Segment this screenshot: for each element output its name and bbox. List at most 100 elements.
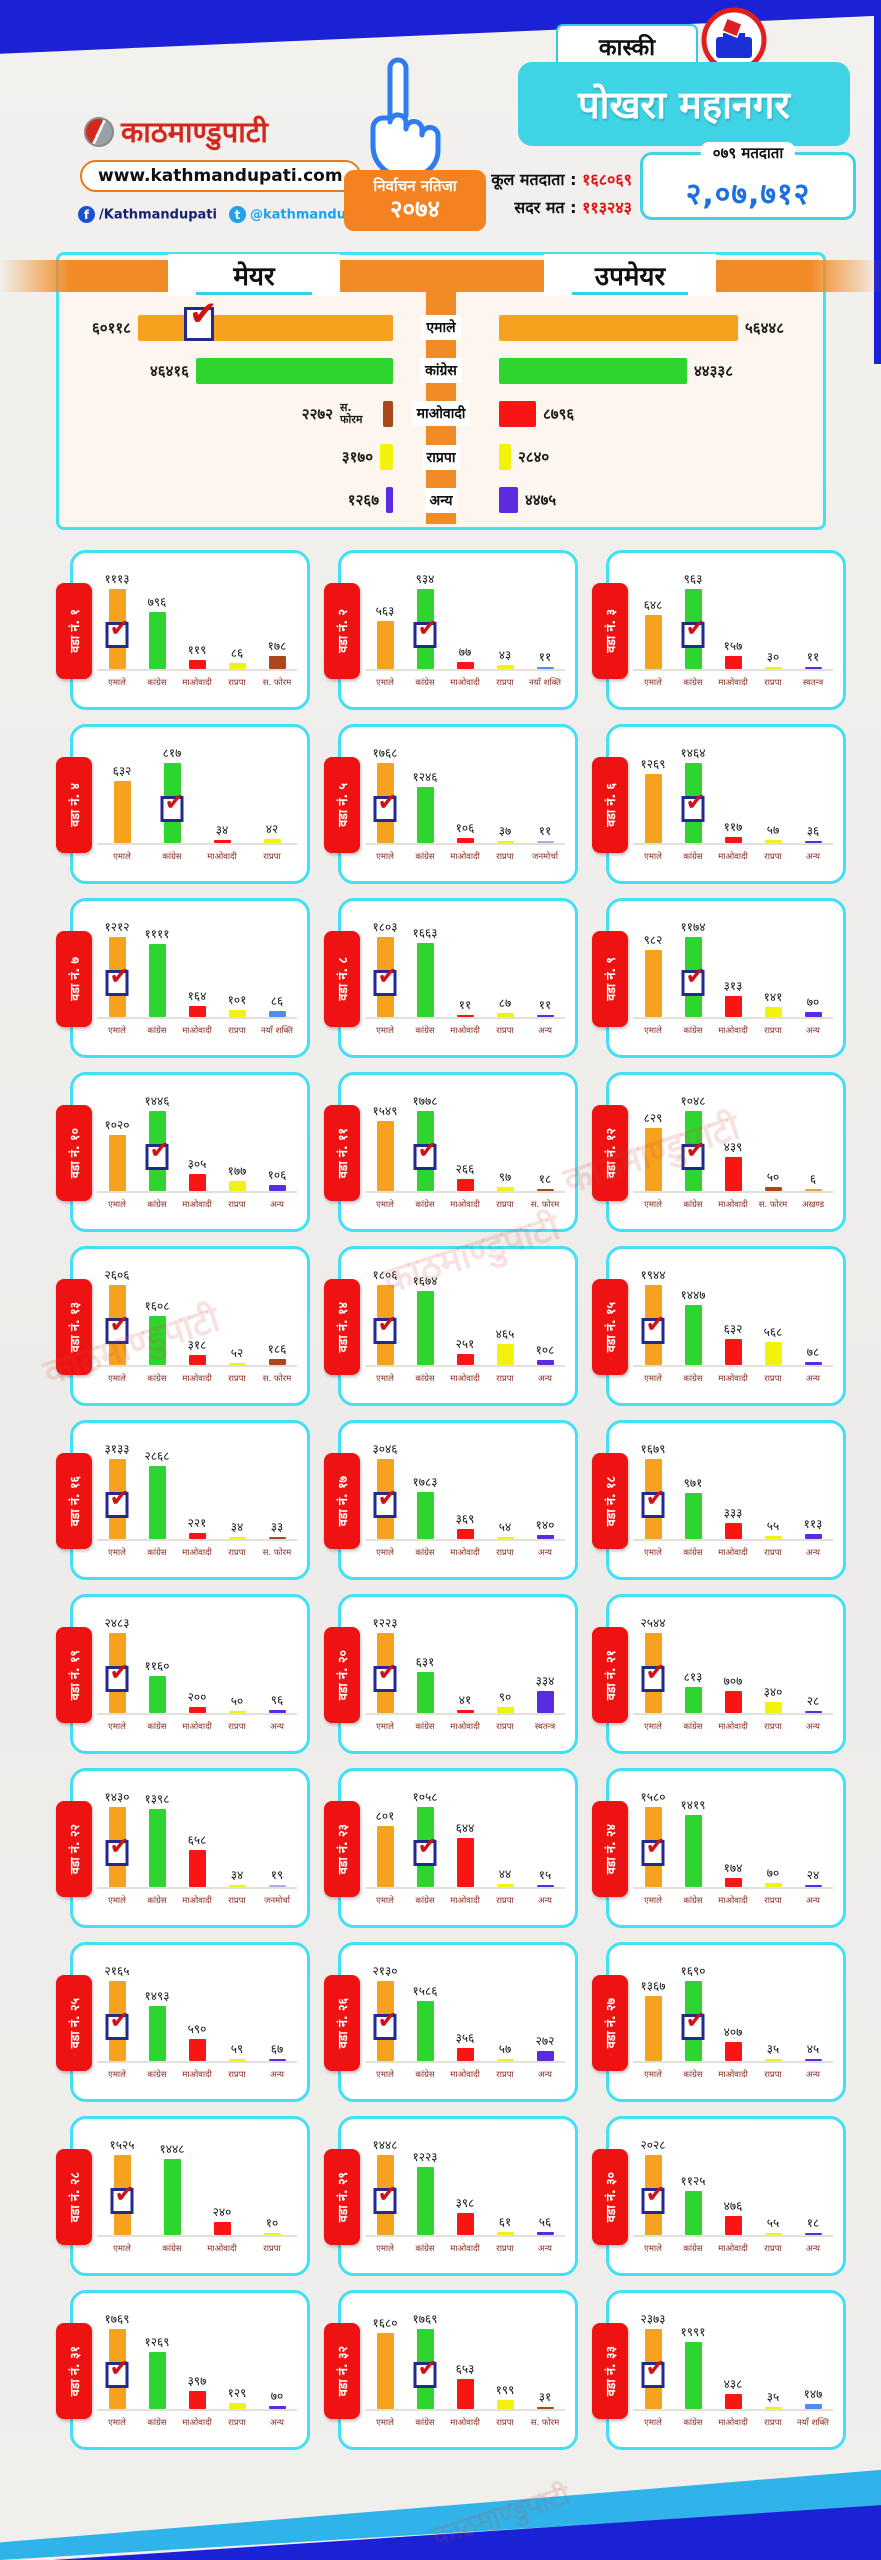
- ward-number-label: वडा नं. १: [66, 609, 82, 653]
- ward-card: वडा नं. २७ १३६७ १६९० ४०७ ३५: [592, 1942, 846, 2102]
- bar-group: ८१७: [147, 744, 197, 843]
- bar-value: ५५: [766, 2216, 780, 2230]
- ward-number-label: वडा नं. २७: [602, 1997, 618, 2049]
- bar-value: ३४०: [763, 1685, 783, 1699]
- ward-card: वडा नं. २२ १४३० १३९८ ६५८ ३४: [56, 1768, 310, 1928]
- party-bar: [724, 1157, 742, 1191]
- ward-number-tab: वडा नं. १०: [56, 1105, 92, 1201]
- ward-chart: ६४८ ९६३ १५७ ३० ११: [633, 561, 833, 701]
- ward-card: वडा नं. ५ १७६८ १२४६ १०६ ३७: [324, 724, 578, 884]
- ward-card: वडा नं. ७ १२१२ ११११ १६४ १०१: [56, 898, 310, 1058]
- bar-group: ७८: [793, 1343, 833, 1365]
- winner-check-icon: [160, 788, 185, 823]
- ward-party-names: एमाले कांग्रेस माओवादी राप्रपा अन्य: [365, 1541, 565, 1558]
- ward-bars: ३०४६ १७८३ ३६९ ५४ १४०: [365, 1431, 565, 1541]
- summary-chart: मेयर उपमेयर ६०११८ एमाले ५६४४८ ४६४१६ कांग…: [0, 252, 881, 530]
- party-bar: [373, 937, 398, 1017]
- party-label: राप्रपा: [764, 852, 782, 862]
- party-bar: [416, 1672, 434, 1713]
- bar-group: ७०: [793, 993, 833, 1017]
- bar-value: ५२: [230, 1346, 244, 1360]
- bar-value: १३६७: [640, 1979, 666, 1993]
- party-bar: [764, 1187, 782, 1191]
- mayor-value: २२७२: [301, 404, 333, 423]
- party-bar: [188, 1533, 206, 1539]
- party-bar: [764, 1342, 782, 1365]
- party-label: राप्रपा: [228, 1374, 246, 1384]
- ward-party-names: एमाले कांग्रेस माओवादी राप्रपा स. फोरम: [97, 1367, 297, 1384]
- party-bar: [536, 2232, 554, 2235]
- deputy-bar-cell: ५६४४८: [489, 314, 818, 341]
- party-label: कांग्रेस: [683, 2070, 703, 2080]
- ward-bars: १५८० १४१९ १७४ ७० २४: [633, 1779, 833, 1889]
- ward-chart: १८०३ १६६३ ११ ८७ ११: [365, 909, 565, 1049]
- party-bar: [105, 1459, 130, 1539]
- bar-group: ११: [525, 996, 565, 1017]
- mayor-bar: [138, 294, 393, 341]
- bar-group: १०२०: [97, 1116, 137, 1191]
- party-label: एमाले: [108, 1548, 126, 1558]
- party-bar: [496, 1537, 514, 1539]
- party-bar: [456, 2048, 474, 2061]
- party-bar: [644, 1996, 662, 2061]
- bar-value: १२६९: [640, 757, 666, 771]
- bar-group: २६६: [445, 1160, 485, 1191]
- bar-value: २६०६: [104, 1268, 130, 1282]
- party-label: एमाले: [376, 1374, 394, 1384]
- ward-number-label: वडा नं. ३०: [602, 2171, 618, 2223]
- party-bar: [263, 2233, 281, 2235]
- bar-group: ४५: [793, 2040, 833, 2061]
- bar-value: ६४४: [455, 1821, 475, 1835]
- bar-value: ५०: [766, 1170, 780, 1184]
- party-label: एमाले: [108, 1200, 126, 1210]
- party-bar: [113, 781, 131, 843]
- party-bar: [376, 2333, 394, 2409]
- ward-chart: २१६५ १४९३ ५९० ५९ ६७: [97, 1953, 297, 2093]
- bar-group: ४२: [247, 820, 297, 843]
- bar-group: ५०: [217, 1692, 257, 1713]
- party-label: कांग्रेस: [147, 1026, 167, 1036]
- party-label: कांग्रेस: [162, 2244, 182, 2254]
- election-year: २०७४: [390, 195, 440, 223]
- bar-group: ६१: [485, 2213, 525, 2235]
- ward-number-label: वडा नं. १५: [602, 1301, 618, 1353]
- bar-group: ११: [445, 996, 485, 1017]
- ward-card: वडा नं. १ १११३ ७९६ ११९ ८६: [56, 550, 310, 710]
- party-bar: [228, 1363, 246, 1365]
- party-label: नयाँ शक्ति: [797, 2418, 829, 2428]
- bar-group: ९६३: [673, 570, 713, 669]
- party-label: राप्रपा: [764, 1026, 782, 1036]
- bar-group: १४६४: [673, 744, 713, 843]
- party-bar: [724, 656, 742, 669]
- bar-value: १५४९: [372, 1104, 398, 1118]
- ward-chart: १०२० १४४६ ३०५ १७७ १०६: [97, 1083, 297, 1223]
- bar-value: ११: [538, 824, 552, 838]
- pointing-hand-icon: [352, 54, 444, 180]
- ward-card: वडा नं. ४ ६३२ ८१७ ३४ ४२: [56, 724, 310, 884]
- party-label: कांग्रेस: [415, 1722, 435, 1732]
- bar-group: ७९६: [137, 593, 177, 669]
- bar-value: २०२८: [640, 2138, 666, 2152]
- party-label: एमाले: [644, 1374, 662, 1384]
- party-bar: [644, 615, 662, 669]
- party-label: राप्रपा: [263, 852, 281, 862]
- party-bar: [804, 2059, 822, 2061]
- party-center-label: अन्य: [424, 487, 458, 513]
- party-label: माओवादी: [182, 1548, 212, 1558]
- bar-value: ६३२: [723, 1322, 743, 1336]
- ward-chart: १७६८ १२४६ १०६ ३७ ११: [365, 735, 565, 875]
- ward-bars: १७६८ १२४६ १०६ ३७ ११: [365, 735, 565, 845]
- bar-group: २३७३: [633, 2310, 673, 2409]
- ward-card: वडा नं. २४ १५८० १४१९ १७४ ७०: [592, 1768, 846, 1928]
- bar-group: ११: [525, 648, 565, 669]
- bar-group: ११७: [713, 818, 753, 843]
- bar-group: ३९८: [445, 2194, 485, 2235]
- bar-value: १४०: [535, 1518, 555, 1532]
- party-bar: [105, 2329, 130, 2409]
- ward-chart: १९४४ १४४७ ६३२ ५६८ ७८: [633, 1257, 833, 1397]
- winner-check-icon: [105, 614, 130, 649]
- party-bar: [416, 1492, 434, 1539]
- party-bar: [268, 1885, 286, 1887]
- party-label: एमाले: [376, 678, 394, 688]
- bar-value: ९६: [270, 1693, 284, 1707]
